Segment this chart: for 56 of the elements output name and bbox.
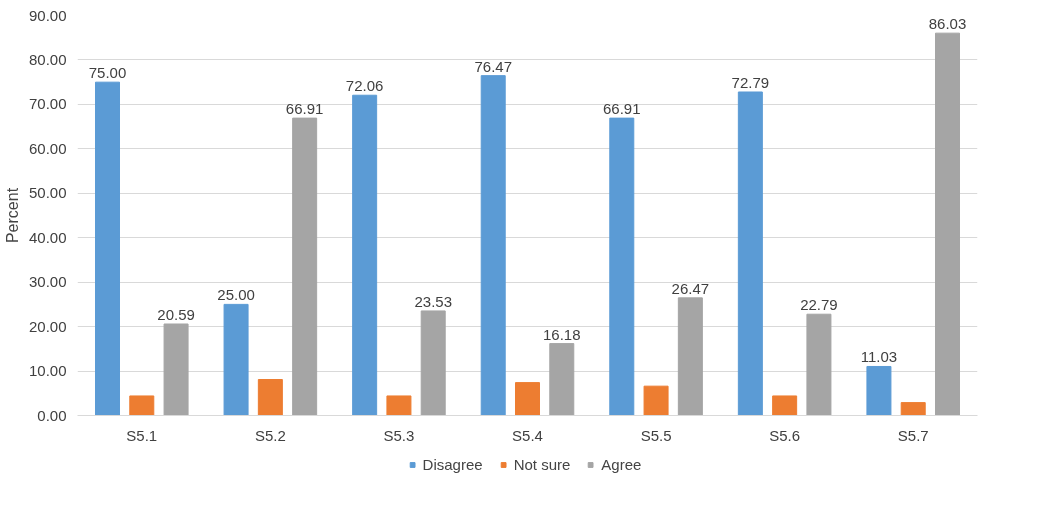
y-tick-label: 20.00 bbox=[28, 317, 67, 335]
data-label: 22.79 bbox=[800, 296, 838, 314]
bar bbox=[935, 32, 960, 416]
legend-label: Agree bbox=[601, 455, 642, 473]
bar bbox=[549, 343, 575, 416]
x-tick-label: S5.7 bbox=[897, 426, 929, 444]
bar bbox=[420, 310, 446, 416]
x-tick-label: S5.3 bbox=[383, 426, 415, 444]
y-tick-label: 30.00 bbox=[28, 273, 67, 291]
x-tick-label: S5.5 bbox=[640, 426, 672, 444]
bar bbox=[480, 75, 506, 416]
bar bbox=[352, 94, 378, 416]
y-tick-label: 60.00 bbox=[28, 139, 67, 157]
x-tick-label: S5.2 bbox=[254, 426, 286, 444]
bar bbox=[515, 382, 540, 416]
data-label: 75.00 bbox=[88, 64, 127, 82]
y-tick-label: 50.00 bbox=[28, 184, 67, 202]
y-tick-label: 10.00 bbox=[28, 362, 67, 380]
bar bbox=[129, 395, 155, 416]
y-tick-label: 90.00 bbox=[28, 6, 67, 24]
y-tick-label: 0.00 bbox=[37, 406, 67, 424]
y-tick-label: 80.00 bbox=[28, 50, 67, 68]
bar bbox=[386, 395, 412, 416]
bar bbox=[643, 385, 669, 416]
x-tick-label: S5.6 bbox=[769, 426, 801, 444]
bar bbox=[609, 117, 635, 416]
y-tick-label: 40.00 bbox=[28, 228, 67, 246]
bar bbox=[95, 81, 120, 416]
bar bbox=[163, 323, 189, 416]
data-label: 26.47 bbox=[671, 279, 710, 297]
bar bbox=[900, 402, 926, 416]
data-label: 20.59 bbox=[157, 305, 195, 323]
bar bbox=[223, 303, 249, 416]
x-tick-label: S5.4 bbox=[512, 426, 543, 444]
y-axis-title: Percent bbox=[3, 187, 21, 244]
data-label: 23.53 bbox=[414, 292, 452, 310]
bar bbox=[772, 395, 798, 416]
data-label: 72.06 bbox=[345, 77, 384, 95]
data-label: 16.18 bbox=[543, 325, 581, 343]
legend-label: Not sure bbox=[513, 455, 571, 473]
bar bbox=[292, 117, 318, 416]
data-label: 25.00 bbox=[217, 286, 255, 304]
data-label: 72.79 bbox=[731, 73, 770, 91]
data-label: 11.03 bbox=[860, 348, 898, 366]
data-label: 66.91 bbox=[603, 100, 641, 118]
bar bbox=[866, 365, 892, 416]
bar bbox=[677, 297, 703, 416]
y-tick-label: 70.00 bbox=[28, 95, 67, 113]
data-label: 76.47 bbox=[474, 57, 512, 75]
x-tick-label: S5.1 bbox=[126, 426, 158, 444]
data-label: 66.91 bbox=[285, 100, 324, 118]
data-label: 86.03 bbox=[928, 15, 967, 33]
bar bbox=[806, 313, 832, 416]
bar bbox=[257, 379, 283, 416]
bar bbox=[737, 91, 763, 416]
legend-label: Disagree bbox=[422, 455, 483, 473]
